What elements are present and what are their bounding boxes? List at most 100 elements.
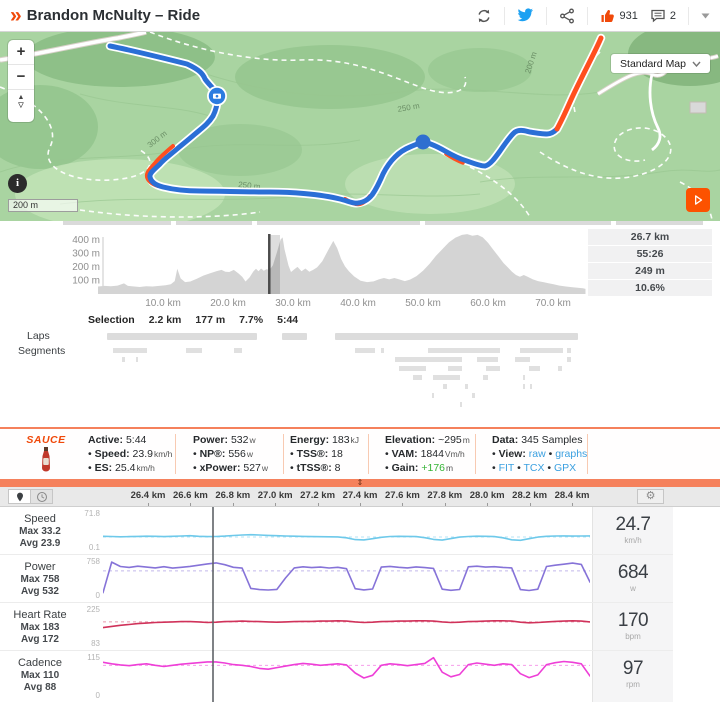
power-graph[interactable] [103, 556, 590, 602]
segment-bar[interactable] [486, 366, 500, 371]
position-marker[interactable] [415, 134, 431, 150]
route-line [107, 43, 560, 206]
sauce-stat-head: Elevation: ~295m [385, 434, 470, 446]
sauce-link-tcx[interactable]: TCX [523, 462, 545, 474]
heart-rate-graph[interactable] [103, 604, 590, 650]
graph-current-unit: km/h [624, 536, 642, 545]
segment-bar[interactable] [186, 348, 202, 353]
route [105, 33, 606, 208]
graph-row-label: Speed Max 33.2 Avg 23.9 [0, 507, 80, 554]
graph-x-tick [317, 503, 319, 506]
segment-bar[interactable] [529, 366, 540, 371]
segment-bar[interactable] [433, 375, 460, 380]
lap-bar[interactable] [282, 333, 307, 340]
segment-bar[interactable] [472, 393, 475, 398]
route-map[interactable]: 300 m 250 m 250 m 200 m + − ▲ ▽ Sta [0, 32, 720, 221]
map-attribution-button[interactable]: i [8, 174, 27, 193]
tilt-toggle-button[interactable]: ▲ ▽ [17, 94, 25, 109]
time-mode-button[interactable] [30, 489, 53, 504]
graph-x-tick [148, 503, 149, 506]
graph-row-power: Power Max 758 Avg 532 758 0 684 w [0, 554, 673, 602]
sauce-link-fit[interactable]: FIT [498, 462, 515, 474]
lap-bar[interactable] [335, 333, 578, 340]
segment-bar[interactable] [477, 357, 498, 362]
timeline-strip-bar [425, 221, 611, 225]
zoom-in-button[interactable]: + [8, 40, 34, 65]
segment-bar[interactable] [413, 375, 422, 380]
graph-x-tick [529, 503, 531, 506]
refresh-button[interactable] [476, 8, 492, 24]
segment-bar[interactable] [523, 384, 525, 389]
graph-series-line [103, 619, 590, 629]
segment-bar[interactable] [355, 348, 375, 353]
twitter-icon [517, 8, 533, 22]
elevation-y-tick: 400 m [72, 235, 100, 246]
segment-bar[interactable] [113, 348, 147, 353]
sauce-link-raw[interactable]: raw [528, 448, 546, 460]
elevation-selection-band[interactable] [268, 235, 280, 294]
segment-bar[interactable] [483, 375, 488, 380]
segment-bar[interactable] [381, 348, 384, 353]
segment-bar[interactable] [515, 357, 530, 362]
segment-bar[interactable] [136, 357, 138, 362]
segment-bar[interactable] [428, 348, 500, 353]
cadence-graph[interactable] [103, 652, 590, 702]
segment-bar[interactable] [523, 375, 525, 380]
graph-settings-button[interactable]: ⚙ [637, 489, 664, 504]
sauce-stats-panel: SAUCE Active: 5:44 • Speed: 23.9km/h • ES:… [0, 427, 720, 479]
segment-bar[interactable] [399, 366, 426, 371]
share-icon [559, 8, 574, 23]
timeline-strip-bar [63, 221, 171, 225]
playback-button[interactable] [686, 188, 710, 212]
graph-toolbar: ⚙ 26.4 km 26.6 km 26.8 km 27.0 km 27.2 km 27.… [0, 487, 720, 507]
laps-label: Laps [27, 330, 50, 342]
segment-bar[interactable] [443, 384, 447, 389]
marker-mode-button[interactable] [8, 489, 31, 504]
twitter-share-button[interactable] [517, 8, 534, 23]
sauce-stat-head: Power: 532w [193, 434, 256, 446]
graph-x-tick [360, 503, 361, 506]
kudos-button[interactable]: 931 [600, 8, 638, 24]
share-button[interactable] [559, 8, 575, 24]
segment-bar[interactable] [395, 357, 462, 362]
graph-x-tick [572, 503, 573, 506]
sauce-stat-item: • Speed: 23.9km/h [88, 448, 173, 460]
elevation-x-tick: 50.0 km [405, 298, 441, 309]
segment-bar[interactable] [567, 348, 571, 353]
contour-label: 300 m [146, 129, 169, 150]
graph-x-tick [444, 503, 446, 506]
sauce-bottle-icon [42, 447, 50, 472]
graph-avg-label: Avg 172 [21, 634, 59, 645]
sauce-link-gpx[interactable]: GPX [554, 462, 577, 474]
segment-bar[interactable] [432, 393, 434, 398]
graph-cursor-line[interactable] [212, 507, 214, 702]
comments-button[interactable]: 2 [650, 8, 676, 23]
sauce-link-graphs[interactable]: graphs [555, 448, 588, 460]
segment-bar[interactable] [234, 348, 242, 353]
segment-bar[interactable] [465, 384, 468, 389]
comment-count: 2 [669, 9, 676, 22]
analysis-section: 400 m 300 m 200 m 100 m 10.0 km 20.0 km 30.0 k… [0, 221, 720, 479]
photo-marker[interactable] [207, 86, 227, 106]
selection-stat: 26.7 km [588, 229, 712, 245]
segment-bar[interactable] [460, 402, 462, 407]
sauce-stat-column: Power: 532w • NP®: 556w • xPower: 527w [193, 433, 268, 475]
elevation-chart[interactable]: 400 m 300 m 200 m 100 m 10.0 km 20.0 km 30.0 k… [0, 226, 720, 310]
zoom-out-button[interactable]: − [8, 65, 34, 90]
graph-x-tick [487, 503, 489, 506]
segment-bar[interactable] [122, 357, 125, 362]
map-layer-selector[interactable]: Standard Map [611, 54, 710, 73]
segment-bar[interactable] [558, 366, 562, 371]
panel-resize-handle[interactable]: ⇕ [0, 479, 720, 487]
sauce-logo-icon: » [10, 3, 22, 27]
segment-bar[interactable] [530, 384, 532, 389]
lap-bar[interactable] [107, 333, 257, 340]
graph-current-value: 684 [617, 562, 649, 583]
segment-bar[interactable] [567, 357, 571, 362]
more-menu-button[interactable] [701, 13, 710, 19]
segment-bar[interactable] [520, 348, 563, 353]
segment-bar[interactable] [448, 366, 462, 371]
graph-y-top-label: 115 [87, 653, 100, 662]
speed-graph[interactable] [103, 508, 590, 553]
divider [503, 6, 505, 25]
